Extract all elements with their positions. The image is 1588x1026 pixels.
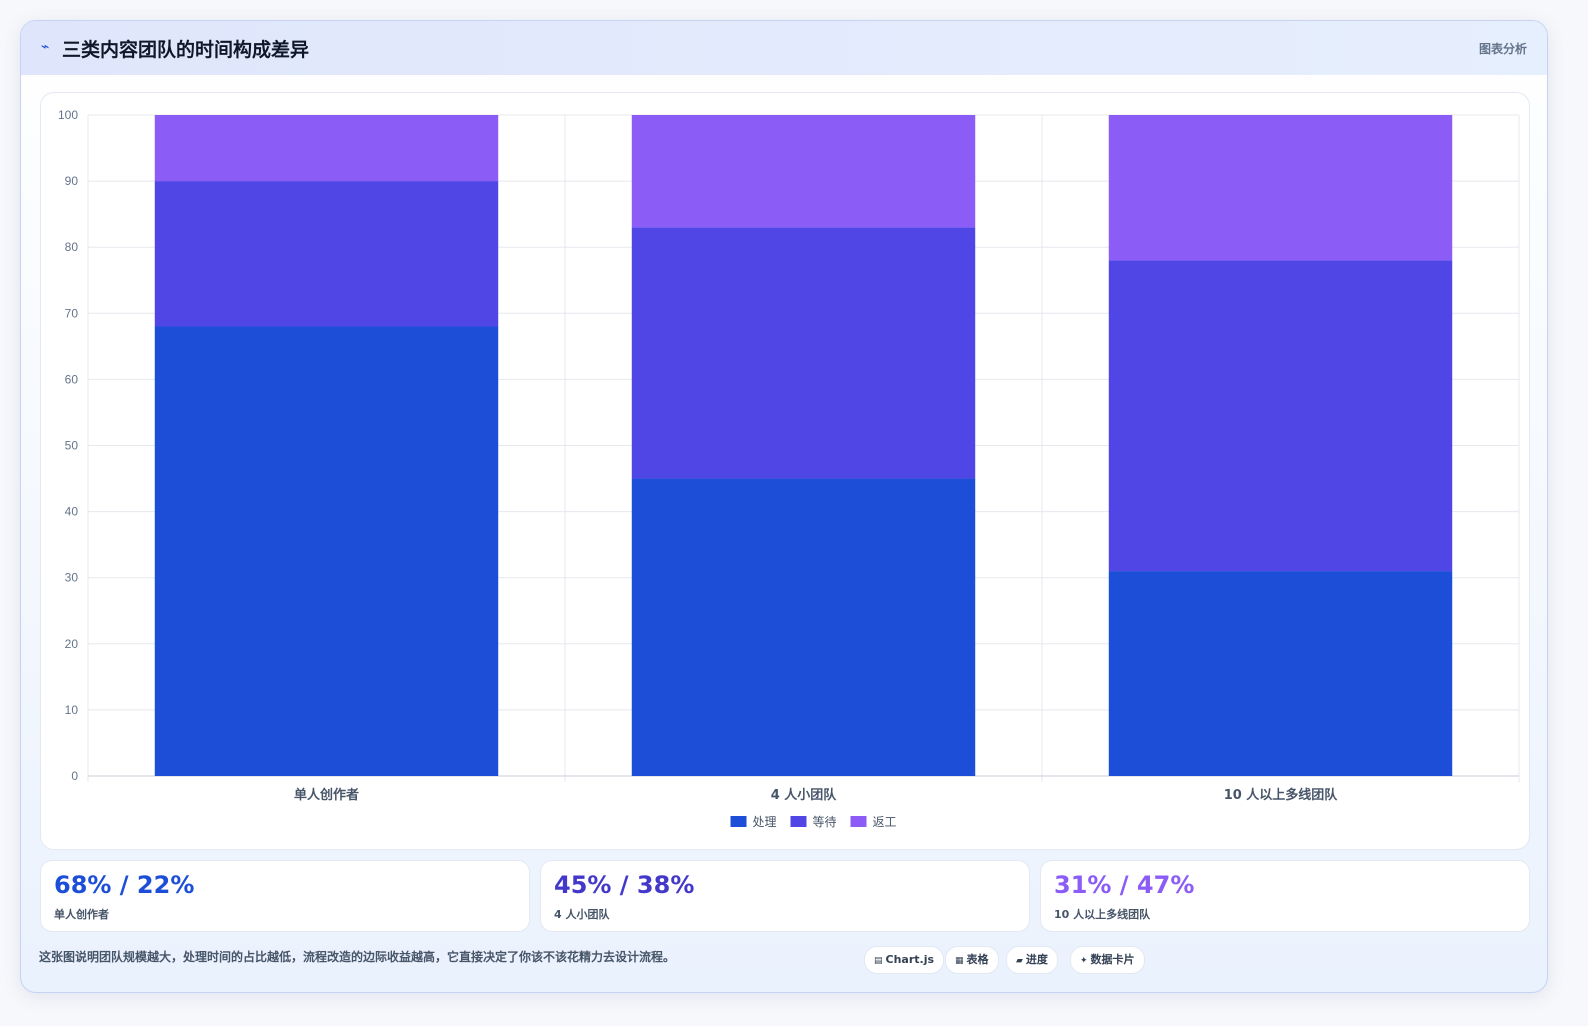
chart-card: ⌁ 三类内容团队的时间构成差异 图表分析 0 10 20 30 40 50 60 70 80 90… xyxy=(20,20,1548,993)
pill-progress[interactable]: ▰ 进度 xyxy=(1006,946,1058,974)
y-tick-label: 20 xyxy=(65,637,79,651)
pill-label: 表格 xyxy=(966,953,989,966)
card-title: 三类内容团队的时间构成差异 xyxy=(62,39,310,61)
bar-segment xyxy=(1108,571,1453,776)
pill-label: 数据卡片 xyxy=(1090,953,1135,966)
stat-value: 45% / 38% xyxy=(554,871,695,899)
bar-segment xyxy=(154,115,499,182)
stat-value: 68% / 22% xyxy=(54,871,195,899)
y-tick-label: 70 xyxy=(65,306,79,320)
bar-segment xyxy=(1108,115,1453,261)
legend-swatch xyxy=(730,816,747,827)
y-tick-label: 40 xyxy=(65,505,79,519)
stat-label: 10 人以上多线团队 xyxy=(1054,908,1151,921)
y-tick-label: 90 xyxy=(65,174,79,188)
chart-caption: 这张图说明团队规模越大，处理时间的占比越低，流程改造的边际收益越高，它直接决定了… xyxy=(39,950,676,964)
x-tick-label: 10 人以上多线团队 xyxy=(1224,787,1339,803)
progress-icon: ▰ xyxy=(1016,956,1023,966)
y-tick-label: 10 xyxy=(65,703,79,717)
chart-analysis-tag: 图表分析 xyxy=(1478,42,1527,56)
stat-value: 31% / 47% xyxy=(1054,871,1195,899)
x-tick-label: 单人创作者 xyxy=(294,787,359,803)
y-tick-label: 50 xyxy=(65,439,79,453)
pill-chartjs[interactable]: ▤ Chart.js xyxy=(864,946,945,974)
bar-segment xyxy=(631,115,976,228)
bar-segment xyxy=(154,326,499,776)
stat-label: 单人创作者 xyxy=(54,908,109,921)
legend-label: 处理 xyxy=(753,815,777,829)
pill-table[interactable]: ▦ 表格 xyxy=(945,946,999,974)
pill-label: Chart.js xyxy=(885,953,935,966)
bar-segment xyxy=(1108,260,1453,572)
card-header: ⌁ 三类内容团队的时间构成差异 图表分析 xyxy=(21,21,1547,75)
chart-panel: 0 10 20 30 40 50 60 70 80 90 100 单人创作者 4 人小团队 10 人以上多… xyxy=(40,92,1530,850)
y-tick-label: 60 xyxy=(65,372,79,386)
pill-data-card[interactable]: ✦ 数据卡片 xyxy=(1070,946,1145,974)
y-tick-label: 100 xyxy=(58,108,78,122)
stacked-bar-chart: 0 10 20 30 40 50 60 70 80 90 100 单人创作者 4 人小团队 10 人以上多… xyxy=(58,108,1520,829)
y-tick-label: 80 xyxy=(65,240,79,254)
stat-card-small-team: 45% / 38% 4 人小团队 xyxy=(540,860,1030,932)
legend-label: 等待 xyxy=(813,815,837,829)
y-tick-label: 0 xyxy=(71,769,78,783)
table-icon: ▦ xyxy=(955,956,964,966)
legend-swatch xyxy=(790,816,807,827)
stat-card-solo: 68% / 22% 单人创作者 xyxy=(40,860,530,932)
legend-label: 返工 xyxy=(873,815,897,829)
pill-label: 进度 xyxy=(1025,953,1048,966)
stat-card-large-team: 31% / 47% 10 人以上多线团队 xyxy=(1040,860,1530,932)
legend-swatch xyxy=(850,816,867,827)
data-card-icon: ✦ xyxy=(1080,956,1088,966)
chart-icon: ▤ xyxy=(874,956,883,966)
bar-segment xyxy=(631,478,976,776)
stat-label: 4 人小团队 xyxy=(554,908,610,921)
y-tick-label: 30 xyxy=(65,571,79,585)
bar-segment xyxy=(154,181,499,327)
bar-segment xyxy=(631,227,976,479)
x-tick-label: 4 人小团队 xyxy=(771,787,838,803)
trend-icon: ⌁ xyxy=(41,39,50,55)
